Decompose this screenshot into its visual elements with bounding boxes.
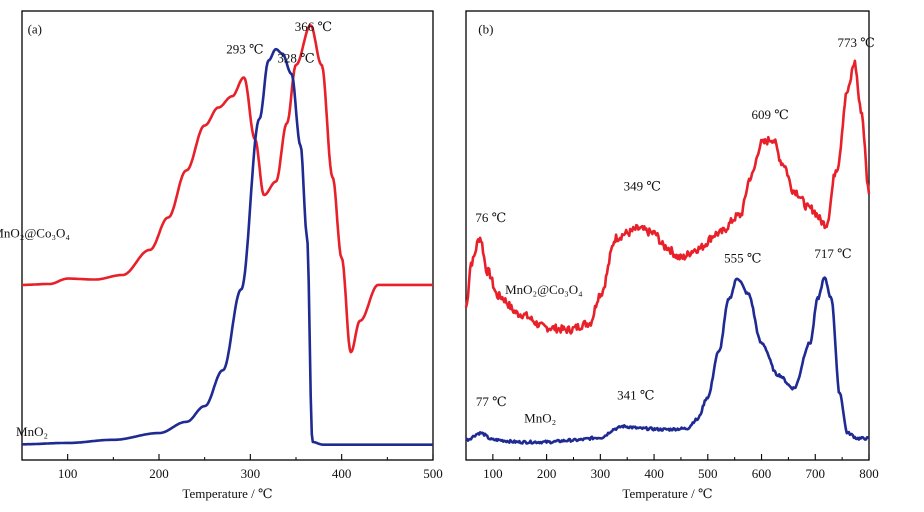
annotation-label: 349 ℃: [624, 179, 661, 194]
annotation-label: 555 ℃: [724, 250, 761, 265]
annotation-label: MnO₂@Co₃O₄: [505, 282, 583, 297]
x-tick-label: 200: [149, 466, 169, 481]
x-tick-label: 100: [58, 466, 78, 481]
annotation-label: MnO₂@Co₃O₄: [0, 226, 70, 241]
annotation-label: 366 ℃: [295, 19, 332, 34]
x-axis-title: Temperature / ℃: [622, 486, 712, 501]
x-tick-label: 300: [591, 466, 611, 481]
series-line-mno2co3o4: [464, 59, 871, 335]
annotation-label: 717 ℃: [814, 246, 851, 261]
x-tick-label: 800: [859, 466, 879, 481]
series-line-mno2: [465, 276, 870, 445]
x-tick-label: 300: [241, 466, 261, 481]
series-line-mno2: [21, 47, 434, 447]
series-line-mno2co3o4: [21, 24, 434, 354]
annotation-label: MnO₂: [16, 424, 48, 439]
x-tick-label: 100: [483, 466, 503, 481]
annotation-label: 76 ℃: [475, 210, 506, 225]
x-tick-label: 200: [537, 466, 557, 481]
panel-a: 100 200 300 400 500 Temperature / ℃ (a) 293 ℃ 36…: [0, 10, 443, 501]
annotation-label: MnO₂: [524, 411, 556, 426]
x-tick-label: 700: [806, 466, 826, 481]
annotation-label: 773 ℃: [837, 35, 874, 50]
annotation-label: (b): [478, 21, 493, 36]
plot-frame: [465, 10, 870, 461]
annotation-label: 341 ℃: [617, 387, 654, 402]
x-tick-label: 400: [332, 466, 352, 481]
annotation-label: 609 ℃: [751, 107, 788, 122]
annotation-label: 77 ℃: [476, 394, 507, 409]
annotation-label: 293 ℃: [226, 42, 263, 57]
annotation-label: 328 ℃: [277, 51, 314, 66]
annotation-label: (a): [28, 21, 42, 36]
x-axis-title: Temperature / ℃: [182, 486, 272, 501]
panel-b: 100 200 300 400 500 600 700 800 Temperature / ℃ (…: [464, 10, 879, 501]
x-tick-label: 400: [644, 466, 664, 481]
x-tick-label: 500: [698, 466, 718, 481]
x-tick-label: 600: [752, 466, 772, 481]
x-tick-label: 500: [423, 466, 443, 481]
plot-frame: [21, 10, 434, 461]
